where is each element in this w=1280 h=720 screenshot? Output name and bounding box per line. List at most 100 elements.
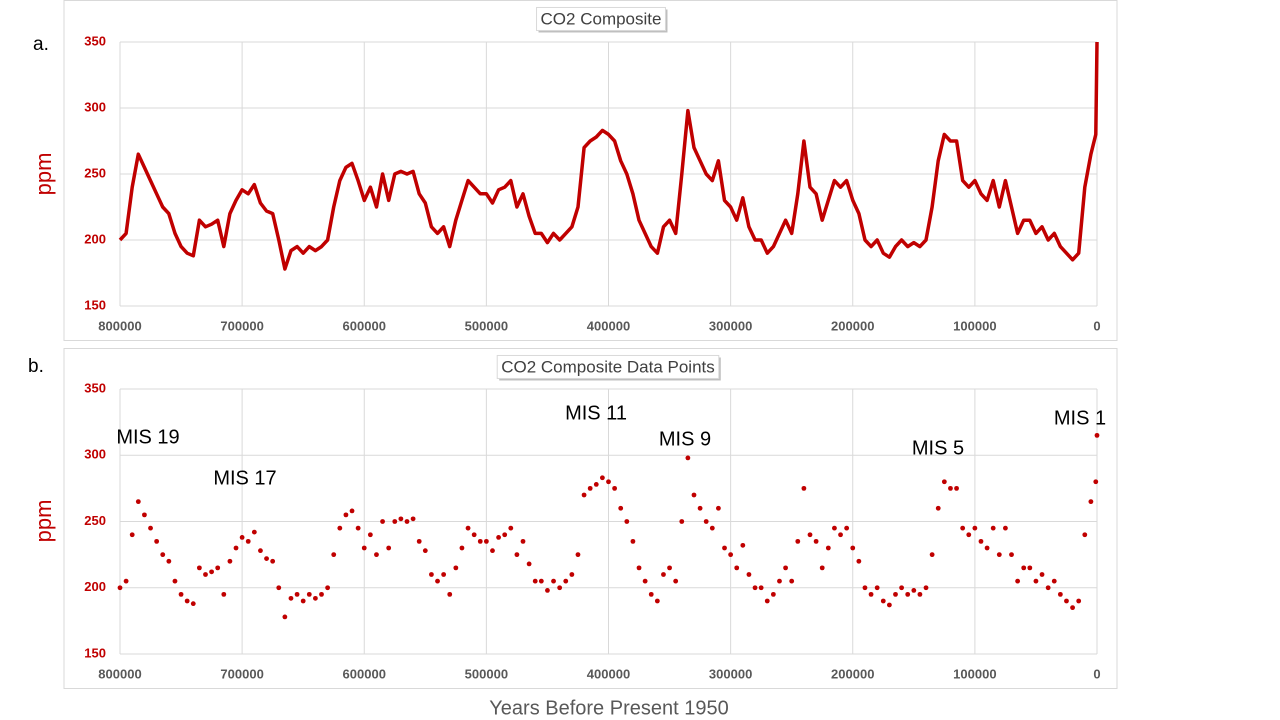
data-point	[868, 591, 874, 597]
data-point	[923, 585, 929, 591]
data-point	[1051, 578, 1057, 584]
data-point	[575, 552, 581, 558]
data-point	[1027, 565, 1033, 571]
x-tick-label: 0	[1093, 318, 1100, 333]
data-point	[422, 548, 428, 554]
data-point	[245, 538, 251, 544]
data-point	[325, 585, 331, 591]
x-tick-label: 200000	[831, 666, 874, 681]
x-tick-label: 500000	[465, 666, 508, 681]
data-point	[508, 525, 514, 531]
data-point	[618, 505, 624, 511]
data-point	[593, 482, 599, 487]
data-point	[917, 591, 923, 597]
data-point	[477, 538, 483, 544]
data-point	[337, 525, 343, 531]
data-point	[447, 591, 453, 597]
data-point	[135, 499, 141, 505]
data-point	[844, 525, 850, 531]
x-tick-label: 100000	[953, 666, 996, 681]
data-point	[221, 591, 227, 597]
data-point	[1015, 578, 1021, 584]
data-point	[935, 505, 941, 511]
data-point	[1039, 572, 1045, 577]
y-tick-label: 200	[84, 579, 106, 594]
data-point	[673, 578, 679, 584]
data-point	[954, 485, 959, 491]
data-point	[520, 538, 526, 544]
data-point	[1009, 552, 1014, 558]
data-point	[514, 552, 520, 558]
data-point	[251, 529, 257, 535]
x-tick-label: 300000	[709, 318, 752, 333]
data-point	[630, 538, 636, 544]
x-tick-label: 800000	[98, 666, 141, 681]
data-point	[569, 572, 575, 577]
data-point	[648, 591, 654, 597]
data-point	[612, 485, 618, 491]
annotation: MIS 17	[213, 467, 276, 489]
panel-frame	[63, 348, 1118, 689]
data-point	[777, 578, 782, 584]
data-point	[819, 565, 825, 571]
title-box	[536, 6, 666, 31]
data-point	[374, 552, 379, 558]
data-point	[1088, 499, 1094, 505]
data-point	[361, 545, 367, 551]
data-point	[142, 512, 147, 518]
data-point	[667, 565, 672, 571]
data-point	[196, 565, 202, 571]
x-tick-label: 600000	[343, 318, 386, 333]
data-point	[190, 601, 196, 607]
data-point	[734, 565, 740, 571]
x-tick-label: 100000	[953, 318, 996, 333]
data-point	[538, 578, 544, 584]
y-tick-label: 350	[84, 33, 106, 48]
x-tick-label: 800000	[98, 318, 141, 333]
data-point	[532, 578, 538, 584]
panel-frame	[63, 0, 1118, 341]
data-point	[746, 572, 752, 577]
y-tick-label: 300	[84, 99, 106, 114]
panel-label: b.	[28, 356, 44, 377]
data-point	[783, 565, 788, 571]
data-point	[398, 516, 404, 522]
data-point	[166, 558, 172, 564]
data-point	[490, 548, 495, 554]
data-point	[758, 585, 764, 591]
data-point	[709, 525, 715, 531]
data-point	[355, 525, 361, 531]
data-point	[832, 525, 837, 531]
data-point	[996, 552, 1002, 558]
data-point	[697, 505, 703, 511]
data-point	[990, 525, 996, 531]
data-point	[850, 545, 856, 551]
data-point	[294, 591, 300, 597]
data-point	[929, 552, 935, 558]
data-point	[862, 585, 868, 591]
y-tick-label: 250	[84, 165, 106, 180]
title-box	[496, 354, 720, 379]
data-point	[459, 545, 465, 551]
data-point	[526, 561, 532, 567]
x-tick-label: 0	[1093, 666, 1100, 681]
data-point	[679, 519, 685, 524]
data-point	[893, 591, 898, 597]
data-point	[239, 535, 245, 540]
x-tick-label: 700000	[220, 318, 263, 333]
annotation: MIS 19	[116, 426, 179, 448]
data-line	[118, 41, 1099, 271]
data-point	[624, 519, 630, 524]
data-point	[960, 525, 966, 531]
data-point	[129, 532, 135, 538]
y-tick-label: 150	[84, 645, 106, 660]
data-point	[282, 614, 288, 620]
data-point	[331, 552, 337, 558]
data-point	[551, 578, 556, 584]
data-point	[233, 545, 239, 551]
panel-label: a.	[33, 34, 49, 55]
x-tick-label: 500000	[465, 318, 508, 333]
x-tick-label: 300000	[709, 666, 752, 681]
data-point	[483, 538, 489, 544]
data-point	[691, 492, 697, 498]
